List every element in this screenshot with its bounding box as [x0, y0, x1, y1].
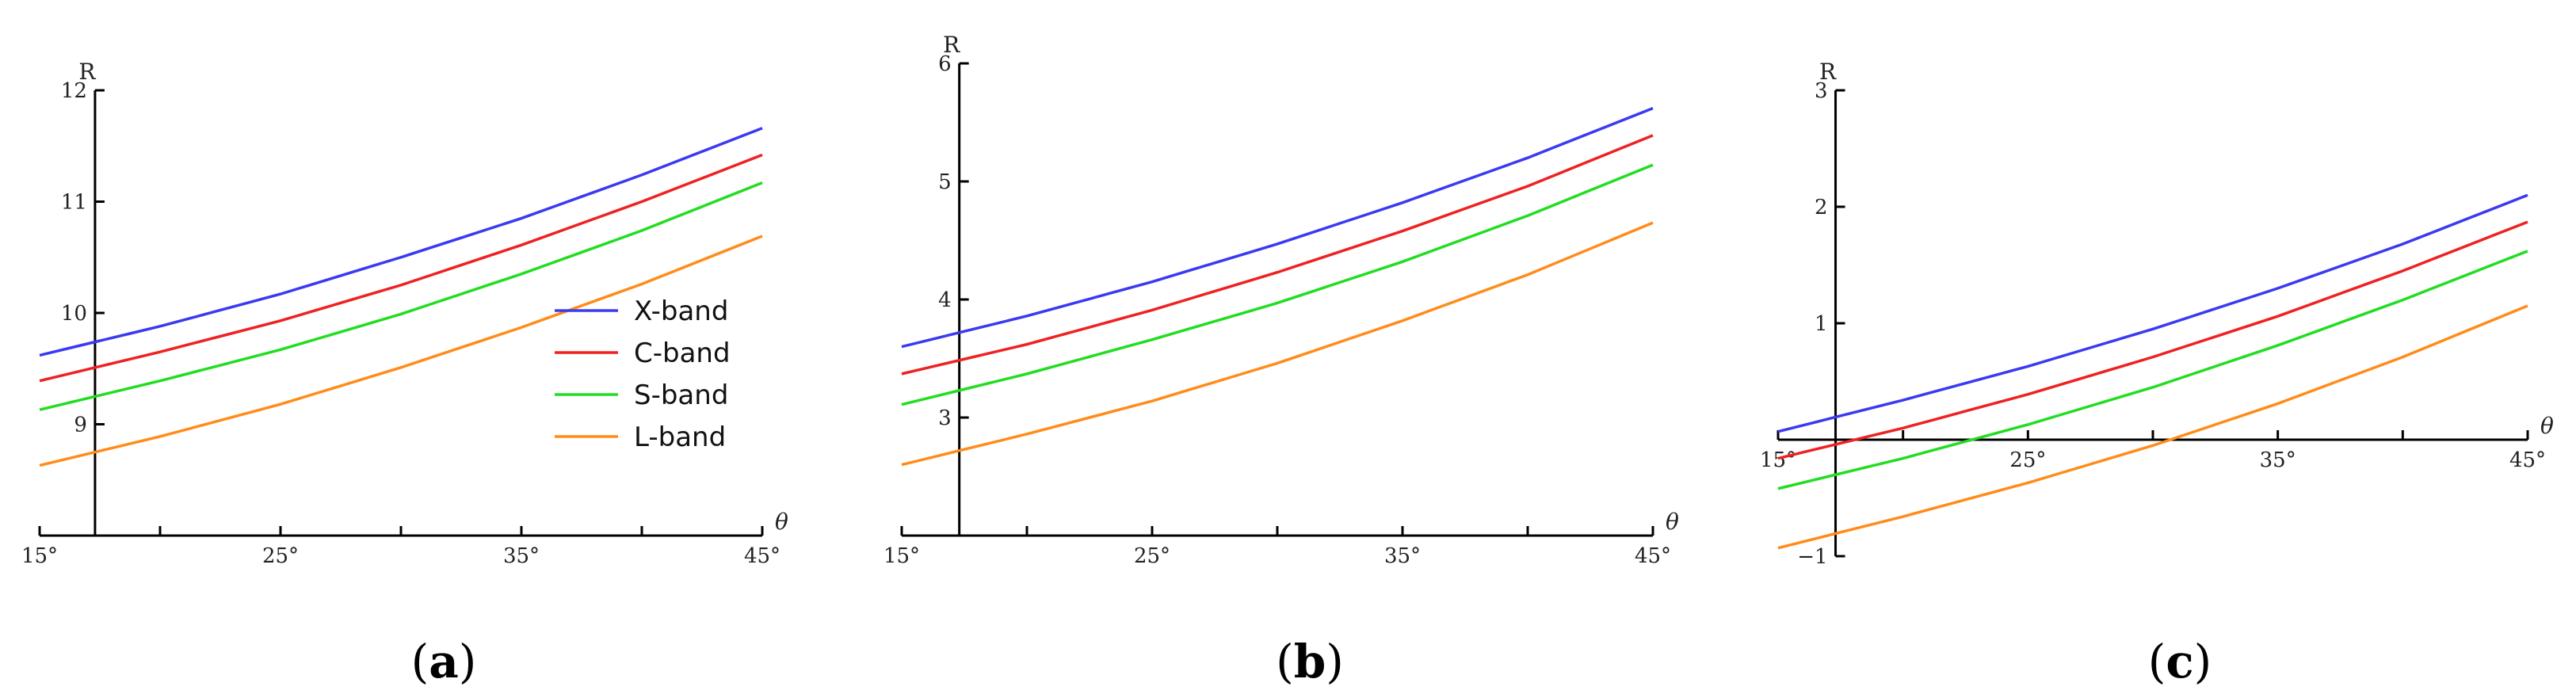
caption-a: (a)	[411, 635, 477, 688]
x-tick-label: 35°	[2260, 448, 2296, 472]
x-axis-label: θ	[1666, 509, 1679, 535]
series-line-l-band	[39, 235, 763, 467]
x-tick-label: 35°	[1384, 544, 1421, 568]
series-line-s-band	[901, 163, 1654, 406]
x-tick-label: 15°	[883, 544, 920, 568]
y-tick-label: 3	[938, 406, 952, 430]
series-line-c-band	[39, 153, 763, 383]
series-line-l-band	[1777, 304, 2528, 550]
x-tick-label: 45°	[744, 544, 780, 568]
x-tick-label: 25°	[1134, 544, 1170, 568]
chart-panel-b: 15° 25° 35° 45° 3 4 5 6Rθ	[883, 32, 1679, 568]
x-tick-label: 35°	[503, 544, 540, 568]
y-axis-label: R	[1819, 59, 1837, 85]
series-line-l-band	[901, 221, 1654, 467]
series-line-s-band	[1777, 250, 2528, 490]
y-axis-label: R	[78, 59, 96, 85]
legend-label: L-band	[634, 421, 726, 453]
y-tick-label: 5	[938, 170, 952, 194]
y-tick-label: 11	[61, 191, 87, 215]
y-tick-label: 4	[938, 288, 952, 312]
x-tick-label: 25°	[262, 544, 299, 568]
y-tick-label: 10	[61, 302, 87, 326]
y-tick-label: 9	[74, 414, 87, 437]
series-line-c-band	[1777, 220, 2528, 460]
y-tick-label: 6	[938, 52, 952, 76]
series-line-x-band	[39, 127, 763, 357]
series-line-x-band	[1777, 193, 2528, 433]
series-line-s-band	[39, 181, 763, 411]
x-axis-label: θ	[775, 509, 788, 535]
legend: X-band C-band S-band L-band	[555, 296, 731, 453]
caption-c: (c)	[2148, 635, 2212, 688]
x-axis-label: θ	[2540, 413, 2554, 439]
chart-panel-c: 15° 25° 35° 45° −1 1 2 3Rθ	[1760, 59, 2554, 569]
series-line-x-band	[901, 106, 1654, 349]
x-tick-label: 45°	[1635, 544, 1671, 568]
x-tick-label: 15°	[21, 544, 58, 568]
x-tick-label: 15°	[1760, 448, 1796, 472]
series-line-c-band	[901, 134, 1654, 376]
x-tick-label: 25°	[2009, 448, 2046, 472]
y-axis-label: R	[943, 32, 960, 58]
y-tick-label: 2	[1815, 196, 1828, 219]
y-tick-label: 3	[1815, 79, 1828, 103]
legend-label: X-band	[634, 296, 728, 327]
caption-b: (b)	[1276, 635, 1344, 688]
legend-label: S-band	[634, 380, 728, 411]
x-tick-label: 45°	[2509, 448, 2546, 472]
y-tick-label: 12	[61, 79, 87, 103]
y-tick-label: −1	[1797, 545, 1827, 569]
y-tick-label: 1	[1815, 312, 1828, 336]
legend-label: C-band	[634, 338, 731, 369]
